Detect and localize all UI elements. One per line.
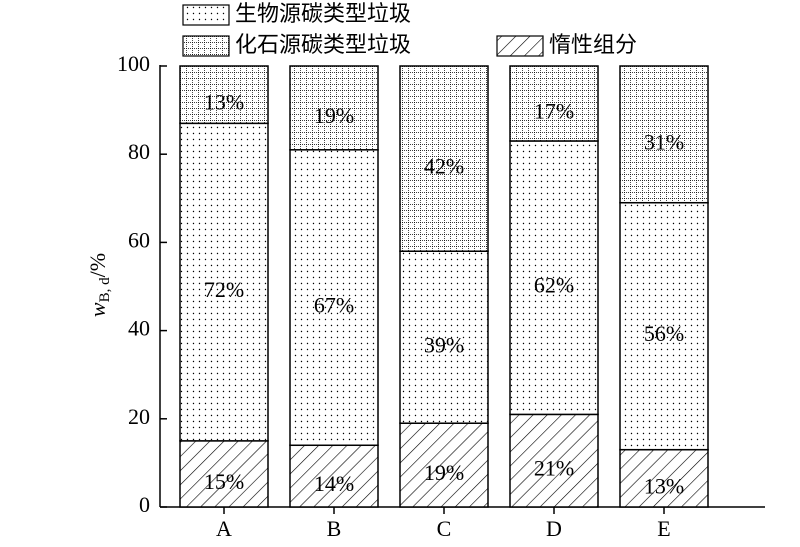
y-tick-label: 20	[128, 404, 150, 429]
value-label: 17%	[534, 99, 574, 124]
bar-segment	[399, 250, 489, 424]
value-label: 39%	[424, 332, 464, 357]
value-label: 14%	[314, 471, 354, 496]
legend-swatch	[496, 35, 544, 57]
legend-label: 生物源碳类型垃圾	[235, 1, 411, 26]
value-label: 42%	[424, 154, 464, 179]
x-tick-label: C	[437, 516, 452, 541]
bar-segment	[509, 413, 599, 508]
y-label-symbol: w	[85, 302, 110, 317]
value-label: 19%	[424, 460, 464, 485]
bar-segment	[289, 149, 379, 447]
y-tick-label: 0	[139, 492, 150, 517]
bar-segment	[619, 448, 709, 508]
x-tick-label: D	[546, 516, 562, 541]
legend-label: 惰性组分	[549, 32, 637, 57]
bar-segment	[619, 201, 709, 451]
y-tick-label: 40	[128, 316, 150, 341]
bar-segment	[179, 440, 269, 508]
y-label-subscript: B, d	[97, 277, 113, 303]
y-tick-label: 60	[128, 227, 150, 252]
bar-segment	[509, 65, 599, 142]
x-tick-label: B	[327, 516, 342, 541]
value-label: 31%	[644, 129, 684, 154]
y-axis-label: wB, d/%	[85, 253, 113, 317]
legend-label: 化石源碳类型垃圾	[235, 32, 411, 57]
bar-segment	[179, 122, 269, 442]
y-tick-label: 100	[117, 51, 150, 76]
value-label: 13%	[644, 473, 684, 498]
value-label: 62%	[534, 273, 574, 298]
bar-segment	[179, 65, 269, 125]
bar-segment	[509, 140, 599, 416]
value-label: 21%	[534, 456, 574, 481]
value-label: 67%	[314, 293, 354, 318]
y-tick-label: 80	[128, 139, 150, 164]
bar-segment	[289, 65, 379, 151]
bar-segment	[619, 65, 709, 204]
value-label: 15%	[204, 469, 244, 494]
value-label: 56%	[644, 321, 684, 346]
x-tick-label: A	[216, 516, 232, 541]
bar-segment	[289, 444, 379, 508]
y-label-suffix: /%	[85, 253, 110, 277]
value-label: 72%	[204, 277, 244, 302]
legend-swatch	[182, 4, 230, 26]
x-tick-label: E	[657, 516, 670, 541]
legend-swatch	[182, 35, 230, 57]
bar-segment	[399, 65, 489, 252]
value-label: 19%	[314, 103, 354, 128]
value-label: 13%	[204, 90, 244, 115]
